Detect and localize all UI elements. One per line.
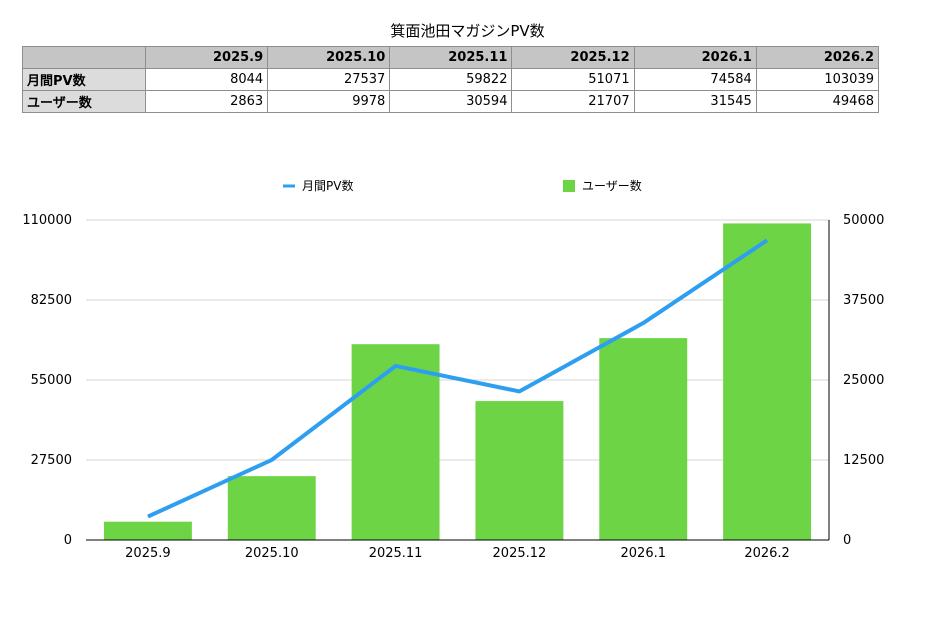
x-tick-label: 2026.2 [744, 546, 790, 561]
legend-label-bar: ユーザー数 [582, 178, 642, 193]
table-row: 月間PV数 8044 27537 59822 51071 74584 10303… [22, 68, 880, 91]
data-table: 2025.9 2025.10 2025.11 2025.12 2026.1 20… [22, 46, 880, 113]
combo-chart: 0 27500 55000 82500 110000 0 12500 25000 37500 50… [22, 178, 884, 561]
table-column-header: 2025.10 [267, 46, 391, 69]
table-cell: 103039 [755, 68, 880, 91]
table-cell: 31545 [633, 90, 757, 113]
bar [599, 338, 688, 540]
table-column-header: 2025.11 [389, 46, 513, 69]
y-right-tick-label: 12500 [843, 453, 884, 468]
bar [351, 344, 440, 540]
y-right-tick-label: 37500 [843, 293, 884, 308]
x-tick-label: 2025.10 [245, 546, 299, 561]
table-cell: 21707 [511, 90, 635, 113]
table-cell: 49468 [755, 90, 880, 113]
bar [475, 401, 564, 540]
table-row: ユーザー数 2863 9978 30594 21707 31545 49468 [22, 90, 880, 113]
y-right-tick-label: 50000 [843, 213, 884, 228]
table-row-label: 月間PV数 [22, 68, 146, 91]
line-series [147, 238, 769, 519]
x-tick-label: 2025.11 [369, 546, 423, 561]
table-cell: 30594 [389, 90, 513, 113]
table-cell: 27537 [267, 68, 391, 91]
legend-bar-swatch [563, 180, 575, 192]
table-column-header: 2025.12 [511, 46, 635, 69]
table-row-label: ユーザー数 [22, 90, 146, 113]
y-left-tick-label: 27500 [31, 453, 72, 468]
y-right-tick-label: 25000 [843, 373, 884, 388]
y-left-tick-label: 82500 [31, 293, 72, 308]
table-column-header: 2025.9 [144, 46, 269, 69]
chart-title: 箕面池田マガジンPV数 [390, 22, 545, 40]
table-cell: 74584 [633, 68, 757, 91]
x-tick-label: 2025.9 [125, 546, 171, 561]
table-corner-cell [22, 46, 146, 69]
table-column-header: 2026.2 [755, 46, 880, 69]
table-column-header: 2026.1 [633, 46, 757, 69]
y-right-tick-label: 0 [843, 533, 851, 548]
table-cell: 8044 [144, 68, 269, 91]
bar [103, 521, 192, 540]
y-left-tick-label: 0 [64, 533, 72, 548]
table-cell: 2863 [144, 90, 269, 113]
table-cell: 9978 [267, 90, 391, 113]
x-tick-label: 2026.1 [621, 546, 667, 561]
x-tick-label: 2025.12 [493, 546, 547, 561]
table-cell: 59822 [389, 68, 513, 91]
bar [227, 476, 316, 540]
legend-label-line: 月間PV数 [302, 178, 353, 193]
bar [723, 223, 812, 541]
table-cell: 51071 [511, 68, 635, 91]
y-left-tick-label: 55000 [31, 373, 72, 388]
y-left-tick-label: 110000 [22, 213, 72, 228]
table-header-row: 2025.9 2025.10 2025.11 2025.12 2026.1 20… [22, 46, 880, 69]
